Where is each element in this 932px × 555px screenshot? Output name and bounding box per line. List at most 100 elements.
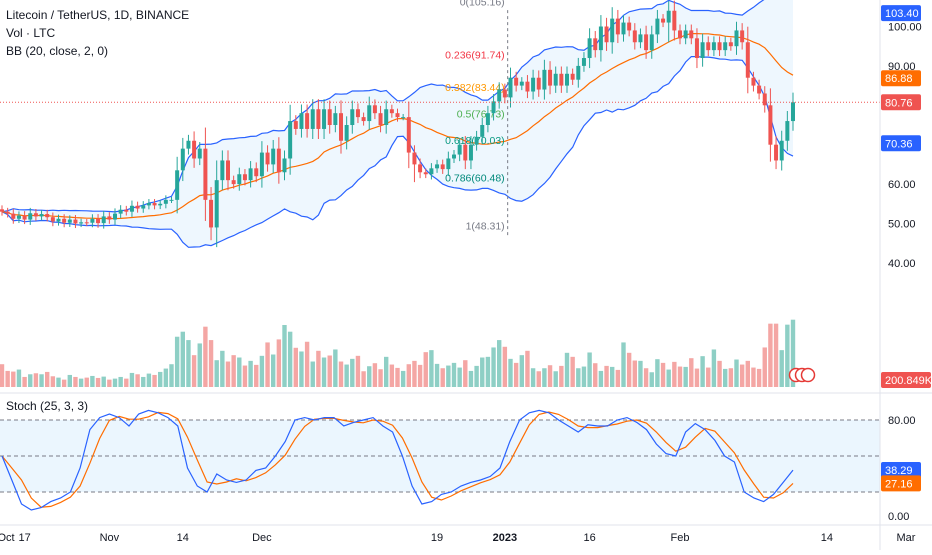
candle-body — [458, 145, 462, 155]
candle-body — [412, 153, 416, 165]
volume-bar — [457, 368, 461, 387]
volume-bar — [514, 363, 518, 387]
volume-bar — [751, 368, 755, 387]
volume-bar — [248, 361, 252, 387]
bollinger-legend[interactable]: BB (20, close, 2, 0) — [6, 44, 108, 58]
candle-body — [638, 34, 642, 42]
candle-body — [661, 19, 665, 23]
volume-bar — [96, 378, 100, 387]
candle-body — [390, 109, 394, 113]
stoch-tick-label: 0.00 — [888, 511, 909, 523]
volume-bar — [350, 359, 354, 387]
candle-body — [746, 42, 750, 77]
volume-bar — [570, 357, 574, 387]
candle-body — [723, 42, 727, 50]
candle-body — [407, 117, 411, 152]
candle-body — [576, 66, 580, 80]
candle-body — [220, 160, 224, 180]
volume-bar — [446, 366, 450, 387]
volume-bar — [520, 355, 524, 387]
candle-body — [124, 210, 128, 212]
candle-body — [446, 158, 450, 169]
candle-body — [780, 141, 784, 161]
candle-body — [367, 105, 371, 121]
volume-bar — [152, 375, 156, 387]
fib-level-label: 0.382(83.44) — [445, 82, 505, 94]
candle-body — [571, 74, 575, 80]
candle-body — [62, 219, 66, 223]
candle-body — [667, 11, 671, 23]
candle-body — [684, 30, 688, 38]
volume-bar — [700, 356, 704, 387]
candle-body — [373, 105, 377, 113]
volume-bar — [130, 373, 134, 387]
candle-body — [718, 42, 722, 50]
volume-bar — [390, 365, 394, 387]
volume-bar — [678, 367, 682, 387]
volume-bar — [565, 353, 569, 387]
candle-body — [181, 149, 185, 171]
volume-bar — [644, 368, 648, 387]
fib-level-label: 0.786(60.48) — [445, 173, 505, 185]
volume-bar — [729, 368, 733, 387]
candle-body — [429, 168, 433, 174]
badge-stoch_d-text: 27.16 — [885, 478, 913, 490]
candle-body — [785, 121, 789, 141]
volume-legend[interactable]: Vol · LTC — [6, 26, 55, 40]
volume-bar — [226, 362, 230, 387]
volume-bar — [147, 374, 151, 387]
volume-bar — [22, 377, 26, 387]
candle-body — [136, 206, 140, 209]
volume-bar — [418, 365, 422, 387]
symbol-legend[interactable]: Litecoin / TetherUS, 1D, BINANCE — [6, 8, 189, 22]
volume-bar — [497, 340, 501, 387]
candle-body — [514, 78, 518, 86]
candle-body — [175, 170, 179, 200]
volume-bar — [469, 371, 473, 387]
volume-bar — [712, 349, 716, 387]
price-tick-label: 100.00 — [888, 22, 922, 34]
candle-body — [418, 164, 422, 172]
time-tick-label: Mar — [897, 532, 916, 544]
volume-bar — [491, 347, 495, 387]
candle-body — [689, 30, 693, 38]
candle-body — [768, 105, 772, 144]
volume-bar — [220, 351, 224, 387]
volume-bar — [192, 355, 196, 387]
volume-bar — [85, 378, 89, 387]
candle-body — [164, 200, 168, 204]
volume-bar — [51, 376, 55, 387]
volume-bar — [11, 372, 15, 387]
volume-bar — [610, 367, 614, 387]
candle-body — [379, 113, 383, 125]
candle-body — [791, 102, 795, 121]
volume-bar — [0, 364, 4, 387]
candle-body — [757, 86, 761, 94]
candle-body — [6, 212, 10, 214]
stoch-band — [0, 420, 880, 492]
volume-bar — [401, 371, 405, 387]
candle-body — [774, 145, 778, 161]
candle-body — [249, 168, 253, 180]
candle-body — [740, 30, 744, 42]
candle-body — [542, 70, 546, 90]
volume-bar — [785, 325, 789, 387]
volume-bar — [683, 367, 687, 387]
volume-bar — [367, 366, 371, 387]
candle-body — [441, 164, 445, 169]
volume-bar — [463, 360, 467, 387]
volume-bar — [169, 364, 173, 387]
candle-body — [622, 23, 626, 35]
candle-body — [283, 158, 287, 172]
stochastic-legend[interactable]: Stoch (25, 3, 3) — [6, 399, 88, 413]
volume-bar — [695, 369, 699, 387]
candle-body — [277, 149, 281, 173]
candle-body — [520, 82, 524, 86]
badge-volume-text: 200.849K — [885, 375, 932, 387]
candle-body — [729, 42, 733, 46]
candle-body — [633, 30, 637, 42]
candle-body — [706, 42, 710, 50]
volume-bar — [62, 380, 66, 387]
